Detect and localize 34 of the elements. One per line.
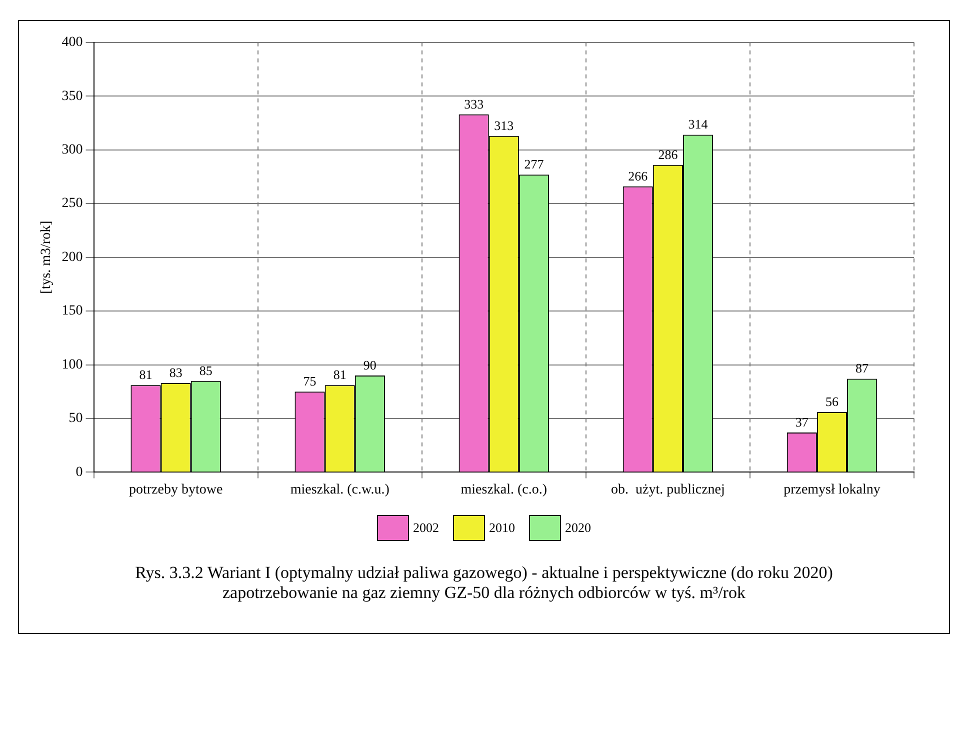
data-label: 314 bbox=[688, 116, 708, 132]
y-tick-label: 200 bbox=[62, 250, 83, 265]
y-tick-label: 50 bbox=[68, 411, 83, 426]
y-tick-label: 250 bbox=[62, 196, 83, 212]
data-label: 286 bbox=[658, 146, 678, 162]
x-tick-label: potrzeby bytowe bbox=[128, 482, 223, 498]
data-label: 277 bbox=[524, 156, 544, 172]
x-tick-label: ob. użyt. publicznej bbox=[610, 482, 725, 498]
data-label: 83 bbox=[169, 364, 182, 380]
y-tick-label: 400 bbox=[62, 35, 83, 50]
x-tick-label: mieszkal. (c.w.u.) bbox=[290, 482, 390, 498]
y-tick-label: 300 bbox=[62, 142, 83, 158]
data-label: 90 bbox=[363, 357, 376, 372]
data-label: 37 bbox=[795, 414, 809, 430]
data-label: 333 bbox=[464, 96, 484, 112]
y-tick-label: 350 bbox=[62, 88, 83, 104]
legend-label: 2002 bbox=[413, 520, 439, 536]
text: Rys. 3.3.2 Wariant I (optymalny udział paliwa gazowego) - aktualne i perspektywiczne (do roku 2020) zapotrzebowanie na gaz ziemny GZ-50 dla różnych odbiorców w tyś. m³/rok bbox=[134, 562, 834, 604]
legend-label: 2010 bbox=[489, 520, 515, 536]
legend-label: 2020 bbox=[565, 520, 591, 536]
data-label: 266 bbox=[628, 168, 648, 184]
data-label: 75 bbox=[303, 374, 316, 389]
data-label: 85 bbox=[199, 362, 212, 378]
data-label: 87 bbox=[856, 360, 870, 376]
data-label: 81 bbox=[333, 367, 346, 382]
data-label: 56 bbox=[825, 394, 839, 409]
y-tick-label: 0 bbox=[76, 464, 83, 480]
data-label: 81 bbox=[139, 367, 152, 382]
y-tick-label: 100 bbox=[62, 357, 83, 372]
y-tick-label: 150 bbox=[62, 304, 83, 319]
x-tick-label: przemysł lokalny bbox=[784, 482, 880, 498]
y-axis-title: [tys. m3/rok] bbox=[39, 220, 54, 294]
x-tick-label: mieszkal. (c.o.) bbox=[460, 482, 548, 498]
data-label: 313 bbox=[494, 118, 514, 133]
